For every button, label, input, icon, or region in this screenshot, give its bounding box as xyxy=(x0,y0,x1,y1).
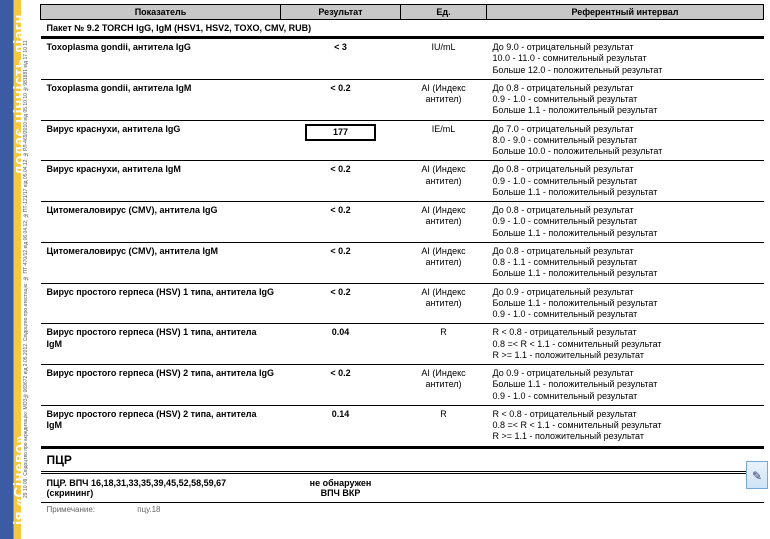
indicator-name: Вирус краснухи, антитела IgG xyxy=(41,120,281,161)
table-row: Вирус простого герпеса (HSV) 1 типа, ант… xyxy=(41,283,764,324)
unit-value: АІ (Индекс антител) xyxy=(401,161,487,202)
reference-value: До 0.8 - отрицательный результат0.8 - 1.… xyxy=(487,242,764,283)
highlighted-result: 177 xyxy=(305,124,376,141)
package-title: Пакет № 9.2 TORCH IgG, IgM (HSV1, HSV2, … xyxy=(41,20,764,38)
result-value: < 0.2 xyxy=(281,79,401,120)
sidebar-fineprint: 29 10 09. Свідоцтво про акредитацію: МОЗ… xyxy=(23,0,37,539)
pcr-section-title: ПЦР xyxy=(41,447,764,472)
result-value: < 0.2 xyxy=(281,161,401,202)
table-row: Toxoplasma gondii, антитела IgM< 0.2АІ (… xyxy=(41,79,764,120)
indicator-name: Toxoplasma gondii, антитела IgM xyxy=(41,79,281,120)
pcr-name: ПЦР. ВПЧ 16,18,31,33,35,39,45,52,58,59,6… xyxy=(41,472,281,502)
indicator-name: Вирус простого герпеса (HSV) 1 типа, ант… xyxy=(41,324,281,365)
pcr-result: не обнаруженВПЧ ВКР xyxy=(281,472,401,502)
unit-value: R xyxy=(401,405,487,447)
result-value: 0.04 xyxy=(281,324,401,365)
unit-value: R xyxy=(401,324,487,365)
pcr-ref xyxy=(487,472,764,502)
table-row: Вирус простого герпеса (HSV) 2 типа, ант… xyxy=(41,405,764,447)
reference-value: R < 0.8 - отрицательный результат0.8 =< … xyxy=(487,324,764,365)
result-value: < 0.2 xyxy=(281,202,401,243)
unit-value: IU/mL xyxy=(401,38,487,80)
result-value: < 3 xyxy=(281,38,401,80)
indicator-name: Toxoplasma gondii, антитела IgG xyxy=(41,38,281,80)
header-indicator: Показатель xyxy=(41,5,281,20)
result-value: < 0.2 xyxy=(281,365,401,406)
table-header-row: Показатель Результат Ед. Референтный инт… xyxy=(41,5,764,20)
result-value: 0.14 xyxy=(281,405,401,447)
table-row: Вирус простого герпеса (HSV) 2 типа, ант… xyxy=(41,365,764,406)
reference-value: До 0.8 - отрицательный результат0.9 - 1.… xyxy=(487,161,764,202)
reference-value: R < 0.8 - отрицательный результат0.8 =< … xyxy=(487,405,764,447)
note-value: пцу.18 xyxy=(137,505,160,514)
reference-value: До 0.9 - отрицательный результатБольше 1… xyxy=(487,365,764,406)
table-row: Цитомегаловирус (CMV), антитела IgG< 0.2… xyxy=(41,202,764,243)
header-unit: Ед. xyxy=(401,5,487,20)
note-label: Примечание: xyxy=(47,505,96,514)
unit-value: АІ (Индекс антител) xyxy=(401,365,487,406)
header-reference: Референтный интервал xyxy=(487,5,764,20)
pcr-unit xyxy=(401,472,487,502)
table-row: Цитомегаловирус (CMV), антитела IgM< 0.2… xyxy=(41,242,764,283)
package-title-row: Пакет № 9.2 TORCH IgG, IgM (HSV1, HSV2, … xyxy=(41,20,764,38)
reference-value: До 0.8 - отрицательный результат0.9 - 1.… xyxy=(487,202,764,243)
note-cell: Примечание: пцу.18 xyxy=(41,502,764,516)
table-row: Вирус простого герпеса (HSV) 1 типа, ант… xyxy=(41,324,764,365)
unit-value: АІ (Индекс антител) xyxy=(401,79,487,120)
header-result: Результат xyxy=(281,5,401,20)
results-table: Показатель Результат Ед. Референтный инт… xyxy=(40,4,764,516)
unit-value: АІ (Индекс антител) xyxy=(401,242,487,283)
pcr-section-row: ПЦР xyxy=(41,447,764,472)
reference-value: До 7.0 - отрицательный результат8.0 - 9.… xyxy=(487,120,764,161)
reference-value: До 0.9 - отрицательный результатБольше 1… xyxy=(487,283,764,324)
indicator-name: Вирус простого герпеса (HSV) 2 типа, ант… xyxy=(41,365,281,406)
table-row: Вирус краснухи, антитела IgM< 0.2АІ (Инд… xyxy=(41,161,764,202)
reference-value: До 0.8 - отрицательный результат0.9 - 1.… xyxy=(487,79,764,120)
indicator-name: Вирус краснухи, антитела IgM xyxy=(41,161,281,202)
result-value: 177 xyxy=(281,120,401,161)
report-content: Показатель Результат Ед. Референтный инт… xyxy=(40,4,764,516)
unit-value: АІ (Индекс антител) xyxy=(401,202,487,243)
unit-value: IE/mL xyxy=(401,120,487,161)
unit-value: АІ (Индекс антител) xyxy=(401,283,487,324)
table-row: Toxoplasma gondii, антитела IgG< 3IU/mLД… xyxy=(41,38,764,80)
reference-value: До 9.0 - отрицательный результат10.0 - 1… xyxy=(487,38,764,80)
pcr-data-row: ПЦР. ВПЧ 16,18,31,33,35,39,45,52,58,59,6… xyxy=(41,472,764,502)
indicator-name: Вирус простого герпеса (HSV) 2 типа, ант… xyxy=(41,405,281,447)
attachment-icon[interactable]: ✎ xyxy=(746,461,768,489)
result-value: < 0.2 xyxy=(281,242,401,283)
note-row: Примечание: пцу.18 xyxy=(41,502,764,516)
indicator-name: Вирус простого герпеса (HSV) 1 типа, ант… xyxy=(41,283,281,324)
result-value: < 0.2 xyxy=(281,283,401,324)
table-row: Вирус краснухи, антитела IgG 177 IE/mLДо 7… xyxy=(41,120,764,161)
indicator-name: Цитомегаловирус (CMV), антитела IgG xyxy=(41,202,281,243)
indicator-name: Цитомегаловирус (CMV), антитела IgM xyxy=(41,242,281,283)
